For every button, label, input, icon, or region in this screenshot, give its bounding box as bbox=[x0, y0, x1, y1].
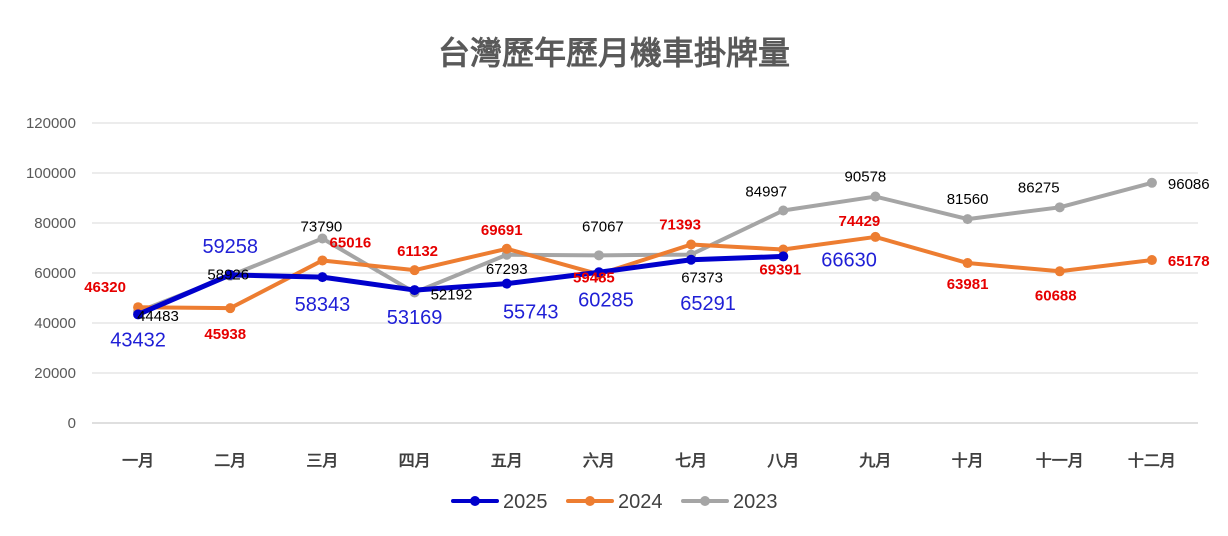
x-tick-label: 四月 bbox=[399, 451, 431, 470]
data-label-2025: 43432 bbox=[110, 329, 166, 351]
data-label-2024: 60688 bbox=[1035, 287, 1077, 304]
series-line-2024 bbox=[136, 234, 1154, 311]
data-label-2023: 90578 bbox=[845, 169, 887, 186]
data-label-2023: 67293 bbox=[486, 261, 528, 278]
data-label-2025: 58343 bbox=[295, 294, 351, 316]
y-tick-label: 0 bbox=[68, 415, 76, 432]
data-point-2024 bbox=[133, 302, 144, 313]
x-tick-label: 九月 bbox=[858, 451, 891, 470]
data-point-2024 bbox=[778, 244, 789, 255]
data-label-2023: 67067 bbox=[582, 218, 624, 235]
x-tick-label: 十二月 bbox=[1128, 451, 1176, 470]
data-label-2024: 45938 bbox=[204, 326, 246, 343]
data-point-2023 bbox=[962, 214, 973, 225]
data-label-2024: 74429 bbox=[839, 213, 881, 230]
data-label-2024: 63981 bbox=[947, 276, 989, 293]
data-label-2025: 59258 bbox=[202, 236, 258, 258]
data-label-2025: 60285 bbox=[578, 289, 634, 311]
data-point-2024 bbox=[870, 231, 881, 242]
data-point-2025 bbox=[409, 285, 420, 296]
data-label-2023: 58926 bbox=[207, 267, 249, 284]
data-point-2023 bbox=[317, 233, 328, 244]
y-tick-label: 80000 bbox=[34, 215, 76, 232]
y-tick-label: 60000 bbox=[34, 265, 76, 282]
data-label-2024: 61132 bbox=[397, 243, 438, 260]
data-point-2025 bbox=[225, 269, 236, 280]
data-point-2023 bbox=[1054, 202, 1065, 213]
y-tick-label: 20000 bbox=[34, 365, 76, 382]
x-tick-label: 十月 bbox=[952, 451, 984, 470]
data-label-2024: 65178 bbox=[1168, 253, 1210, 270]
y-tick-label: 100000 bbox=[26, 165, 76, 182]
data-label-2024: 71393 bbox=[659, 217, 701, 234]
x-tick-label: 三月 bbox=[306, 451, 338, 470]
data-point-2025 bbox=[778, 251, 789, 262]
data-label-2023: 73790 bbox=[301, 219, 343, 236]
data-label-2023: 84997 bbox=[745, 184, 787, 201]
data-point-2024 bbox=[317, 255, 328, 266]
data-label-2023: 96086 bbox=[1168, 176, 1210, 193]
data-label-2023: 52192 bbox=[431, 287, 473, 304]
data-point-2024 bbox=[409, 265, 420, 276]
chart-title: 台灣歷年歷月機車掛牌量 bbox=[437, 34, 790, 72]
data-point-2025 bbox=[686, 254, 697, 265]
x-tick-label: 一月 bbox=[122, 451, 154, 470]
data-point-2025 bbox=[593, 267, 604, 278]
x-tick-label: 二月 bbox=[214, 451, 246, 470]
x-tick-label: 七月 bbox=[675, 451, 707, 470]
data-point-2023 bbox=[593, 250, 604, 261]
data-label-2023: 44483 bbox=[137, 308, 179, 325]
series-line-2023 bbox=[136, 180, 1154, 314]
data-point-2024 bbox=[1054, 266, 1065, 277]
data-point-2024 bbox=[962, 258, 973, 269]
legend-label-2025: 2025 bbox=[503, 491, 548, 513]
data-point-2023 bbox=[778, 205, 789, 216]
x-tick-label: 八月 bbox=[766, 451, 799, 470]
data-point-2024 bbox=[225, 303, 236, 314]
data-label-2023: 67373 bbox=[681, 270, 723, 287]
legend-label-2023: 2023 bbox=[733, 491, 778, 513]
data-point-2025 bbox=[501, 278, 512, 289]
data-label-2025: 65291 bbox=[680, 293, 736, 315]
series-line-2025 bbox=[135, 253, 786, 317]
data-point-2023 bbox=[1146, 177, 1157, 188]
data-label-2024: 46320 bbox=[84, 279, 126, 296]
data-point-2024 bbox=[1146, 255, 1157, 266]
y-tick-label: 120000 bbox=[26, 115, 76, 132]
data-label-2024: 65016 bbox=[330, 234, 372, 251]
data-point-2023 bbox=[870, 191, 881, 202]
data-label-2024: 69691 bbox=[481, 222, 523, 239]
legend-marker-2023 bbox=[700, 496, 710, 506]
y-tick-label: 40000 bbox=[34, 315, 76, 332]
legend-marker-2025 bbox=[470, 496, 480, 506]
x-tick-label: 十一月 bbox=[1036, 451, 1084, 470]
data-point-2024 bbox=[686, 239, 697, 250]
data-label-2025: 55743 bbox=[503, 302, 559, 324]
data-label-2025: 53169 bbox=[387, 307, 443, 329]
data-label-2024: 69391 bbox=[759, 262, 801, 279]
x-tick-label: 六月 bbox=[583, 451, 615, 470]
data-point-2024 bbox=[501, 243, 512, 254]
data-label-2025: 66630 bbox=[821, 249, 877, 271]
data-label-2024: 59485 bbox=[573, 269, 615, 286]
data-label-2023: 86275 bbox=[1018, 179, 1060, 196]
legend-marker-2024 bbox=[585, 496, 595, 506]
data-point-2025 bbox=[317, 272, 328, 283]
legend-label-2024: 2024 bbox=[618, 491, 663, 513]
data-point-2025 bbox=[133, 309, 144, 320]
x-tick-label: 五月 bbox=[491, 451, 523, 470]
data-label-2023: 81560 bbox=[947, 191, 989, 208]
